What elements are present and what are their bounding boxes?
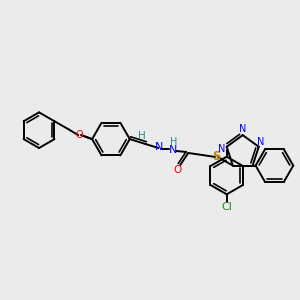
Text: N: N xyxy=(169,145,178,155)
Text: H: H xyxy=(170,137,177,147)
Text: O: O xyxy=(173,165,182,175)
Text: Cl: Cl xyxy=(221,202,232,212)
Text: N: N xyxy=(239,124,246,134)
Text: S: S xyxy=(212,150,220,164)
Text: N: N xyxy=(218,144,225,154)
Text: N: N xyxy=(257,137,264,147)
Text: N: N xyxy=(155,142,164,152)
Text: O: O xyxy=(75,130,83,140)
Text: H: H xyxy=(138,131,146,141)
